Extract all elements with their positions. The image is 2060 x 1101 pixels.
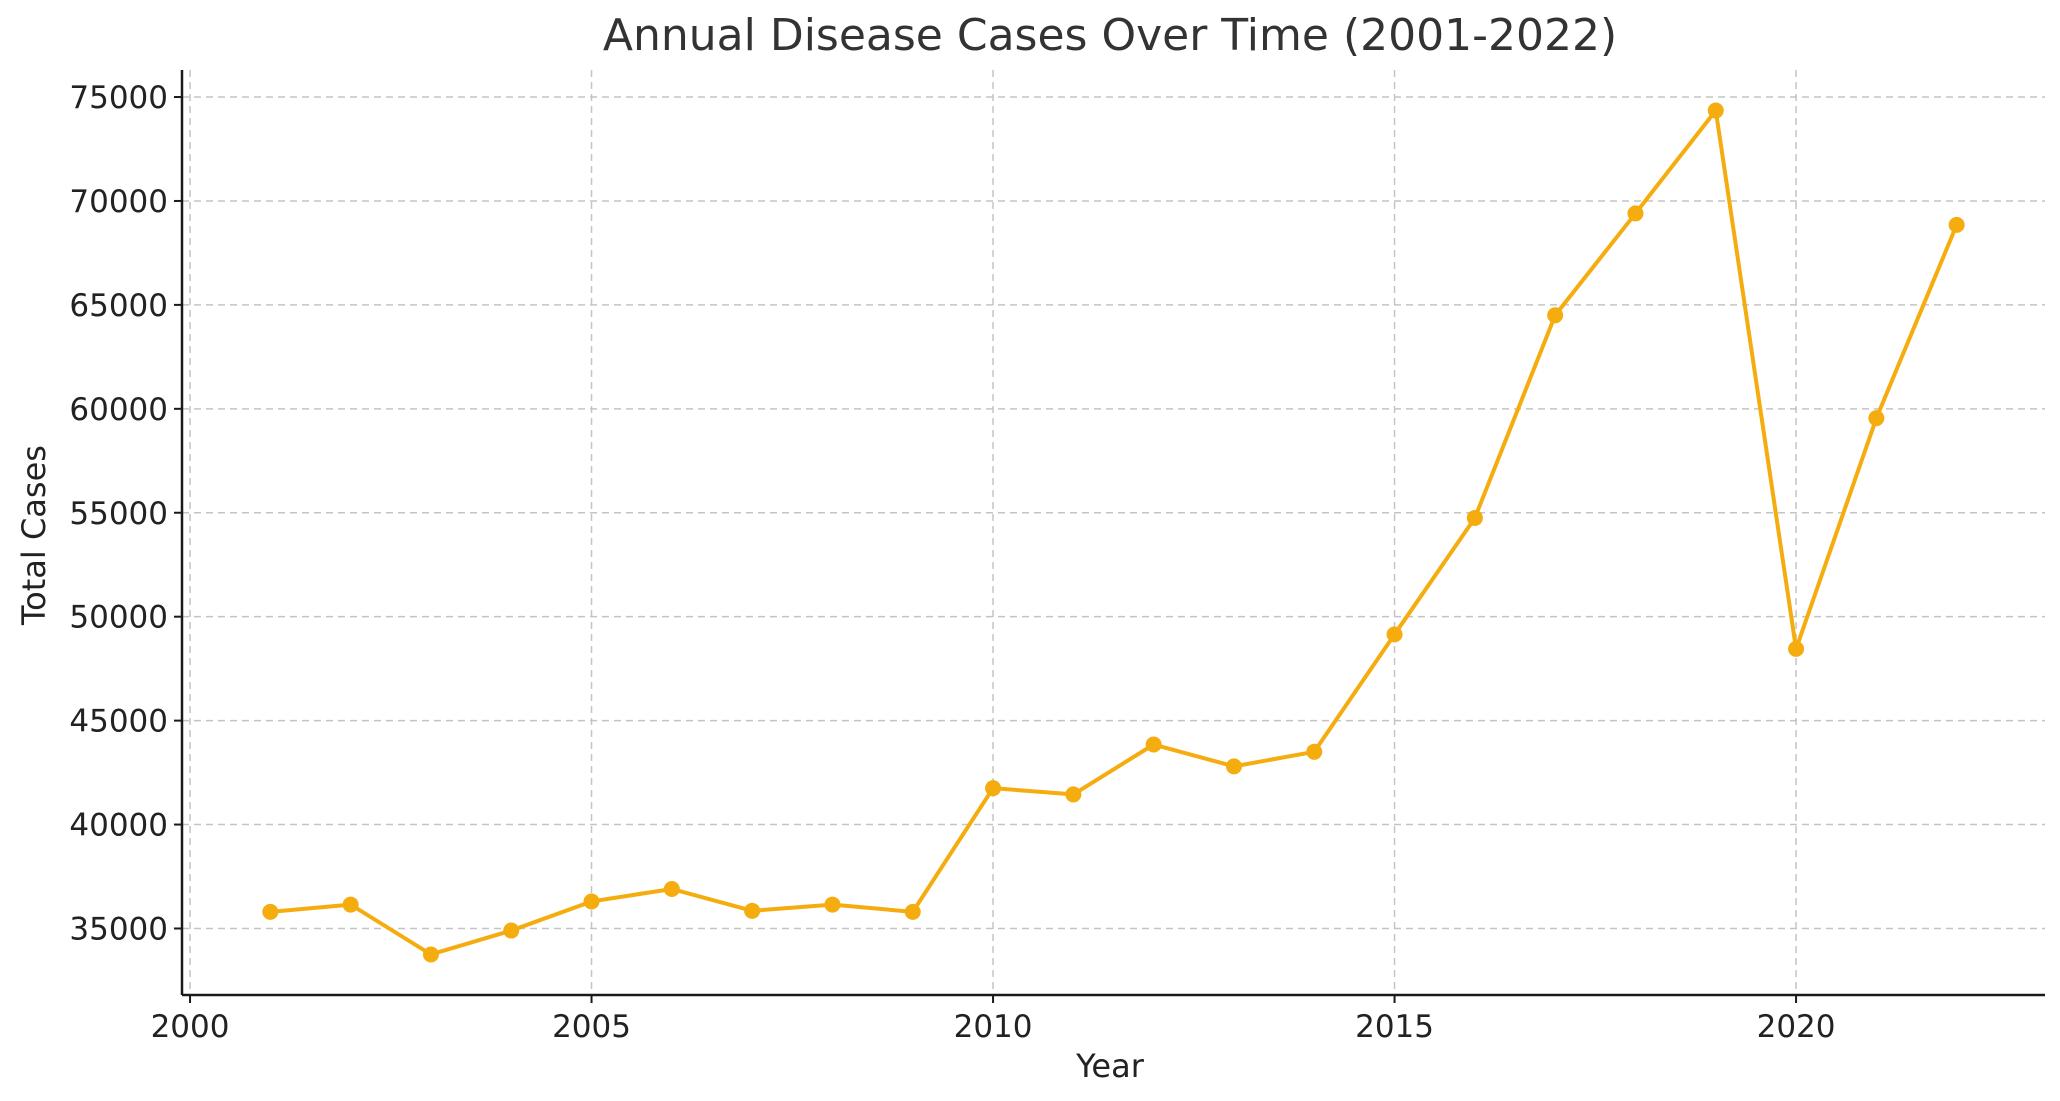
x-tick-label: 2005 <box>552 1009 631 1045</box>
data-point <box>663 880 680 897</box>
data-point <box>824 896 841 913</box>
x-axis-label: Year <box>1075 1047 1145 1085</box>
data-point <box>503 922 520 939</box>
y-tick-label: 55000 <box>69 496 168 532</box>
data-point <box>1948 216 1965 233</box>
x-tick-label: 2000 <box>151 1009 230 1045</box>
y-tick-label: 60000 <box>69 392 168 428</box>
x-tick-label: 2010 <box>954 1009 1033 1045</box>
data-point <box>904 903 921 920</box>
data-point <box>1065 786 1082 803</box>
data-point <box>985 780 1002 797</box>
ticks: 35000 40000 45000 50000 55000 60000 65000 70000… <box>69 80 1835 1045</box>
data-point <box>1547 307 1564 324</box>
x-tick-label: 2015 <box>1355 1009 1434 1045</box>
series-layer <box>262 102 1965 963</box>
x-tick-label: 2020 <box>1757 1009 1836 1045</box>
data-point <box>1707 102 1724 119</box>
data-point <box>422 946 439 963</box>
data-point <box>262 903 279 920</box>
y-axis-label: Total Cases <box>15 445 53 626</box>
y-tick-label: 75000 <box>69 80 168 116</box>
grid <box>182 70 2045 995</box>
data-point <box>1225 758 1242 775</box>
y-tick-label: 65000 <box>69 288 168 324</box>
data-point <box>342 896 359 913</box>
data-point <box>1386 626 1403 643</box>
y-tick-label: 45000 <box>69 704 168 740</box>
y-tick-label: 70000 <box>69 184 168 220</box>
series-line <box>270 108 1959 957</box>
data-point <box>1466 509 1483 526</box>
data-point <box>1145 736 1162 753</box>
data-point <box>1627 205 1644 222</box>
y-tick-label: 40000 <box>69 808 168 844</box>
y-tick-label: 50000 <box>69 600 168 636</box>
axes <box>180 70 2045 997</box>
data-point <box>1868 410 1885 427</box>
data-point <box>1306 743 1323 760</box>
data-point <box>583 893 600 910</box>
y-tick-label: 35000 <box>69 911 168 947</box>
data-point <box>744 902 761 919</box>
data-point <box>1788 640 1805 657</box>
chart-title: Annual Disease Cases Over Time (2001-202… <box>603 10 1617 61</box>
